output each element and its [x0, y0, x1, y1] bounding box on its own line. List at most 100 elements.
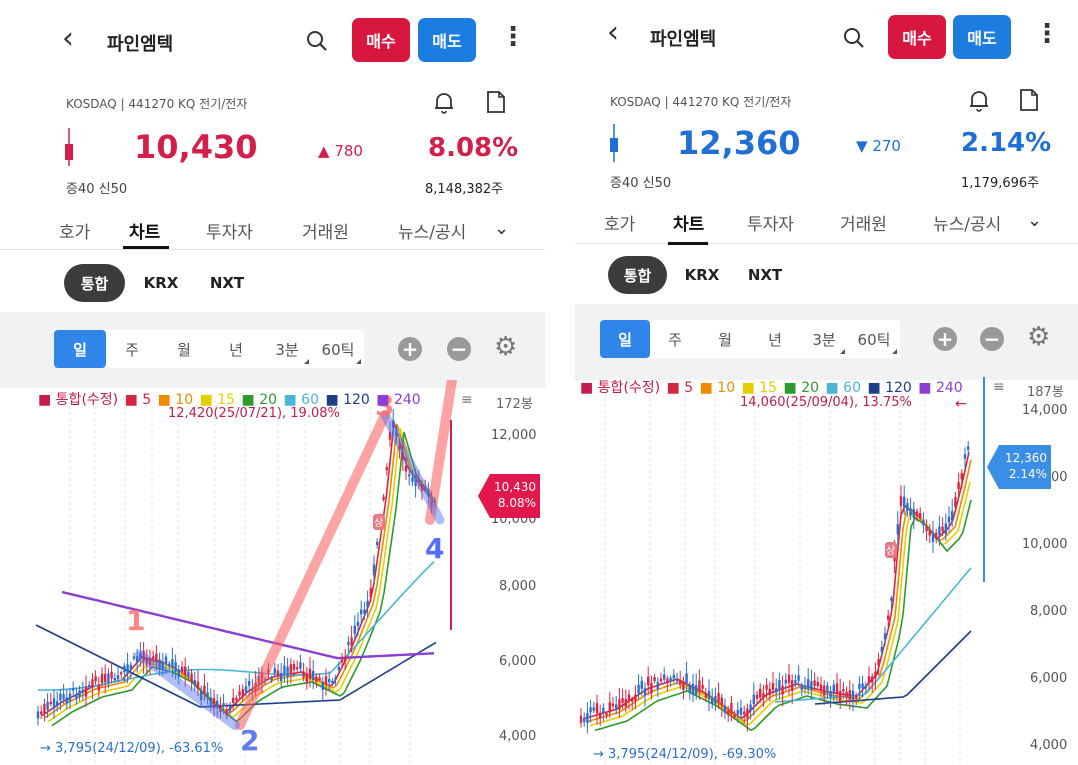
- margin-info: 증40 신50: [66, 182, 128, 197]
- tab-investor[interactable]: 투자자: [747, 215, 794, 235]
- candle-body: [618, 699, 621, 710]
- candle-body: [864, 685, 867, 689]
- candle-body: [714, 696, 717, 704]
- tab-chart[interactable]: 차트: [129, 223, 161, 243]
- chevron-down-icon[interactable]: ⌄: [494, 218, 510, 239]
- tab-orderbook[interactable]: 호가: [604, 215, 636, 235]
- tab-broker[interactable]: 거래원: [840, 215, 887, 235]
- candle-body: [88, 684, 91, 688]
- zoom-in-icon[interactable]: +: [933, 327, 957, 351]
- period-3min[interactable]: 3분: [262, 330, 312, 368]
- venue-nxt[interactable]: NXT: [747, 266, 783, 284]
- chart-menu-icon[interactable]: ≡: [461, 392, 473, 408]
- period-month[interactable]: 월: [177, 340, 191, 359]
- venue-krx[interactable]: KRX: [684, 266, 720, 284]
- buy-button[interactable]: 매수: [888, 15, 946, 59]
- candle-body: [305, 673, 308, 683]
- handwritten-mark: 4: [425, 532, 444, 565]
- candle-body: [136, 656, 139, 663]
- price-chart[interactable]: 상12345: [0, 380, 545, 765]
- candle-body: [896, 524, 899, 535]
- chart-menu-icon[interactable]: ≡: [993, 379, 1005, 395]
- venue-integrated[interactable]: 통합: [64, 264, 125, 302]
- price-chart[interactable]: 상←: [575, 372, 1078, 765]
- candle-body: [624, 698, 627, 708]
- candle-body: [312, 670, 315, 680]
- candle-body: [129, 664, 132, 670]
- candle-body: [171, 659, 174, 668]
- gear-icon[interactable]: ⚙: [494, 332, 518, 362]
- back-icon[interactable]: ‹: [607, 15, 619, 50]
- period-week[interactable]: 주: [668, 330, 682, 349]
- buy-button[interactable]: 매수: [352, 18, 410, 62]
- period-week[interactable]: 주: [125, 340, 139, 359]
- chevron-down-icon[interactable]: ⌄: [1027, 210, 1043, 231]
- candle-body: [363, 609, 366, 614]
- document-icon[interactable]: [1018, 88, 1040, 112]
- legend-item: ■ 240: [918, 380, 963, 396]
- legend-item: ■ 10: [157, 392, 194, 408]
- more-menu-icon[interactable]: ⋮: [1034, 19, 1060, 49]
- search-icon[interactable]: [843, 27, 865, 49]
- zoom-out-icon[interactable]: −: [980, 327, 1004, 351]
- candle-body: [912, 508, 915, 518]
- candle-body: [49, 701, 52, 705]
- venue-nxt[interactable]: NXT: [209, 274, 245, 292]
- period-60tick[interactable]: 60틱: [312, 330, 364, 368]
- zoom-out-icon[interactable]: −: [447, 337, 471, 361]
- tab-investor[interactable]: 투자자: [206, 223, 253, 243]
- tag-percent: 8.08%: [497, 496, 536, 510]
- period-60tick[interactable]: 60틱: [848, 320, 900, 358]
- candle-body: [190, 673, 193, 683]
- candle-body: [248, 680, 251, 686]
- legend-item: ■ 통합(수정): [38, 392, 119, 408]
- candle-body: [219, 705, 222, 713]
- price-change: ▲ 780: [318, 142, 363, 160]
- document-icon[interactable]: [485, 90, 507, 114]
- tab-orderbook[interactable]: 호가: [59, 223, 91, 243]
- candle-body: [595, 703, 599, 714]
- period-day[interactable]: 일: [600, 320, 650, 358]
- candle-body: [321, 682, 324, 690]
- candle-body: [903, 496, 906, 508]
- candle-body: [704, 695, 707, 698]
- candle-body: [679, 680, 682, 686]
- candle-body: [650, 682, 653, 694]
- venue-krx[interactable]: KRX: [143, 274, 179, 292]
- candle-icon: [65, 128, 73, 166]
- more-menu-icon[interactable]: ⋮: [500, 22, 526, 52]
- sell-button[interactable]: 매도: [953, 15, 1011, 59]
- candle-body: [944, 523, 947, 535]
- search-icon[interactable]: [306, 30, 328, 52]
- zoom-in-icon[interactable]: +: [398, 337, 422, 361]
- tab-chart[interactable]: 차트: [673, 215, 705, 235]
- period-3min[interactable]: 3분: [800, 320, 848, 358]
- period-month[interactable]: 월: [718, 330, 732, 349]
- candle-body: [967, 446, 970, 450]
- back-icon[interactable]: ‹: [62, 21, 74, 56]
- y-tick: 12,000: [491, 428, 537, 443]
- sell-button[interactable]: 매도: [418, 18, 476, 62]
- candle-body: [647, 676, 650, 686]
- candle-body: [280, 673, 283, 682]
- tab-news[interactable]: 뉴스/공시: [398, 223, 467, 243]
- gear-icon[interactable]: ⚙: [1027, 322, 1051, 352]
- period-year[interactable]: 년: [229, 340, 243, 359]
- period-day[interactable]: 일: [54, 330, 106, 368]
- upper-limit-marker-label: 상: [886, 545, 895, 557]
- tab-broker[interactable]: 거래원: [302, 223, 349, 243]
- candle-body: [960, 473, 963, 480]
- candle-body: [835, 683, 839, 694]
- candle-body: [711, 698, 714, 704]
- period-year[interactable]: 년: [768, 330, 782, 349]
- candle-body: [241, 689, 244, 698]
- candle-body: [823, 685, 826, 696]
- legend-item: ■ 통합(수정): [580, 380, 661, 396]
- tab-news[interactable]: 뉴스/공시: [933, 215, 1002, 235]
- legend-item: ■ 20: [783, 380, 820, 396]
- bell-icon[interactable]: [433, 90, 455, 114]
- venue-integrated[interactable]: 통합: [608, 256, 667, 294]
- bell-icon[interactable]: [968, 88, 990, 112]
- handwritten-trend-line: [235, 380, 457, 730]
- bar-count: 187봉: [1027, 385, 1064, 400]
